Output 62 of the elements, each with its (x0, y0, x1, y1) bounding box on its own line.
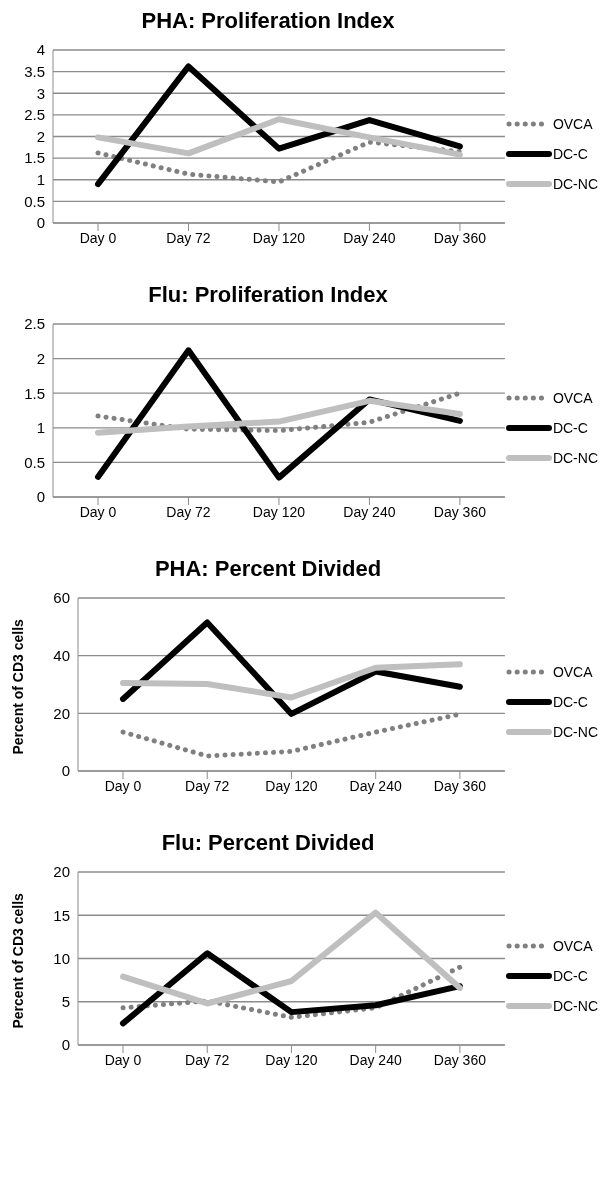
y-tick-label: 1.5 (24, 384, 45, 402)
y-tick-label: 15 (53, 906, 70, 924)
x-tick-label: Day 120 (252, 503, 306, 520)
x-tick-label: Day 72 (185, 777, 230, 794)
x-tick-label: Day 0 (104, 777, 142, 794)
legend-label: DC-NC (552, 176, 598, 192)
legend-label: DC-C (552, 694, 588, 710)
y-tick-label: 1.5 (24, 149, 45, 167)
x-tick-label: Day 0 (79, 503, 117, 520)
chart-title: PHA: Proliferation Index (140, 8, 396, 34)
y-tick-label: 5 (61, 993, 70, 1011)
legend-label: DC-NC (552, 450, 598, 466)
y-tick-label: 2 (36, 349, 45, 367)
x-tick-label: Day 120 (252, 229, 306, 246)
legend-label: DC-NC (552, 998, 598, 1014)
chart-title: Flu: Percent Divided (160, 830, 376, 856)
x-tick-label: Day 240 (349, 1051, 402, 1068)
y-tick-label: 0 (36, 214, 45, 232)
x-tick-label: Day 360 (433, 229, 487, 246)
y-tick-label: 1 (36, 419, 45, 437)
x-tick-label: Day 72 (166, 503, 211, 520)
y-tick-label: 2.5 (24, 106, 45, 124)
y-tick-label: 2.5 (24, 315, 45, 333)
x-tick-label: Day 360 (433, 503, 487, 520)
y-tick-label: 0 (36, 488, 45, 506)
x-tick-label: Day 240 (343, 229, 396, 246)
x-tick-label: Day 360 (433, 1051, 487, 1068)
legend-label: OVCA (552, 390, 593, 406)
y-tick-label: 20 (53, 704, 70, 722)
y-tick-label: 20 (53, 863, 70, 881)
x-tick-label: Day 120 (265, 1051, 318, 1068)
chart-title: Flu: Proliferation Index (147, 282, 389, 308)
y-tick-label: 4 (36, 41, 45, 59)
y-tick-label: 40 (53, 646, 70, 664)
x-tick-label: Day 360 (433, 777, 487, 794)
x-tick-label: Day 240 (349, 777, 402, 794)
y-tick-label: 3.5 (24, 62, 45, 80)
x-tick-label: Day 0 (79, 229, 117, 246)
legend-label: OVCA (552, 938, 593, 954)
legend-label: OVCA (552, 116, 593, 132)
y-tick-label: 2 (36, 127, 45, 145)
legend-label: OVCA (552, 664, 593, 680)
y-tick-label: 3 (36, 84, 45, 102)
y-tick-label: 1 (36, 171, 45, 189)
x-tick-label: Day 0 (104, 1051, 142, 1068)
x-tick-label: Day 72 (185, 1051, 230, 1068)
y-axis-title: Percent of CD3 cells (9, 618, 26, 755)
y-tick-label: 0.5 (24, 453, 45, 471)
legend-label: DC-C (552, 420, 588, 436)
legend-label: DC-C (552, 968, 588, 984)
x-tick-label: Day 72 (166, 229, 211, 246)
chart-title: PHA: Percent Divided (153, 556, 383, 582)
x-tick-label: Day 240 (343, 503, 396, 520)
y-tick-label: 0.5 (24, 192, 45, 210)
x-tick-label: Day 120 (265, 777, 318, 794)
y-tick-label: 60 (53, 589, 70, 607)
y-tick-label: 0 (61, 1036, 70, 1054)
legend-label: DC-NC (552, 724, 598, 740)
y-tick-label: 0 (61, 762, 70, 780)
y-tick-label: 10 (53, 949, 70, 967)
y-axis-title: Percent of CD3 cells (9, 892, 26, 1029)
legend-label: DC-C (552, 146, 588, 162)
